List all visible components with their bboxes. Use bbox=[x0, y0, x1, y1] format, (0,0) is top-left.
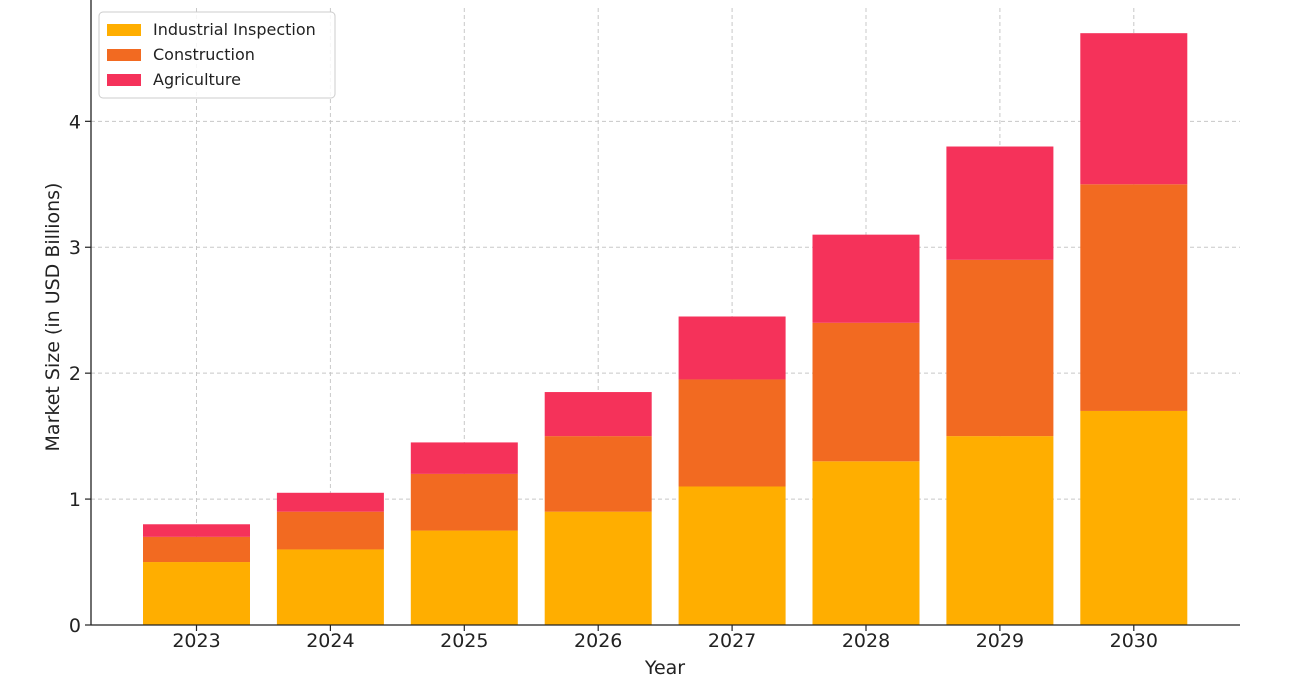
x-tick-label: 2025 bbox=[440, 630, 488, 652]
x-tick-label: 2027 bbox=[708, 630, 756, 652]
bar-agriculture-2025 bbox=[410, 442, 518, 474]
tick-labels: 0 1 2 3 4 2023 2024 2025 2026 2027 2028 2029 2030 bbox=[69, 111, 1158, 652]
legend-swatch bbox=[107, 74, 141, 86]
bar-industrial-inspection-2029 bbox=[946, 436, 1054, 625]
legend: Industrial Inspection Construction Agricul… bbox=[98, 11, 336, 99]
grid-lines bbox=[91, 8, 1240, 625]
y-tick-label: 2 bbox=[69, 363, 81, 385]
y-axis-title: Market Size (in USD Billions) bbox=[42, 183, 64, 452]
y-tick-label: 0 bbox=[69, 615, 81, 637]
bar-agriculture-2023 bbox=[143, 524, 250, 537]
bar-construction-2027 bbox=[678, 379, 786, 487]
y-tick-label: 4 bbox=[69, 111, 81, 133]
bar-agriculture-2027 bbox=[678, 316, 786, 380]
axes bbox=[90, 0, 1240, 626]
bar-agriculture-2026 bbox=[544, 392, 652, 437]
bar-industrial-inspection-2027 bbox=[678, 486, 786, 625]
bars bbox=[143, 33, 1188, 625]
bar-construction-2024 bbox=[276, 511, 384, 550]
bar-industrial-inspection-2028 bbox=[812, 461, 920, 625]
legend-swatch bbox=[107, 49, 141, 61]
x-axis-title: Year bbox=[644, 657, 685, 679]
bar-industrial-inspection-2023 bbox=[143, 562, 250, 625]
x-tick-label: 2029 bbox=[976, 630, 1024, 652]
y-tick-label: 3 bbox=[69, 237, 81, 259]
bar-industrial-inspection-2026 bbox=[544, 511, 652, 625]
bar-industrial-inspection-2024 bbox=[276, 549, 384, 625]
x-tick-label: 2028 bbox=[842, 630, 890, 652]
bar-industrial-inspection-2025 bbox=[410, 530, 518, 625]
bar-agriculture-2030 bbox=[1080, 33, 1188, 185]
bar-agriculture-2024 bbox=[276, 492, 384, 512]
bar-industrial-inspection-2030 bbox=[1080, 410, 1188, 625]
x-tick-label: 2023 bbox=[172, 630, 220, 652]
legend-label: Agriculture bbox=[153, 70, 241, 89]
bar-construction-2025 bbox=[410, 473, 518, 531]
x-tick-label: 2030 bbox=[1110, 630, 1158, 652]
y-tick-label: 1 bbox=[69, 489, 81, 511]
x-tick-label: 2024 bbox=[306, 630, 354, 652]
bar-construction-2026 bbox=[544, 436, 652, 512]
bar-construction-2023 bbox=[143, 536, 250, 563]
bar-construction-2028 bbox=[812, 322, 920, 462]
legend-label: Industrial Inspection bbox=[153, 20, 316, 39]
legend-box bbox=[98, 11, 336, 99]
legend-swatch bbox=[107, 24, 141, 36]
legend-label: Construction bbox=[153, 45, 255, 64]
bar-agriculture-2028 bbox=[812, 234, 920, 323]
bar-construction-2030 bbox=[1080, 184, 1188, 411]
bar-agriculture-2029 bbox=[946, 146, 1054, 260]
x-tick-label: 2026 bbox=[574, 630, 622, 652]
bar-construction-2029 bbox=[946, 259, 1054, 437]
